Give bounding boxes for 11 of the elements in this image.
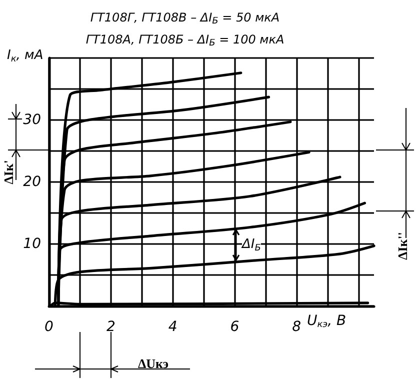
x-tick-label: 4 [168, 319, 178, 335]
text: ΔUкэ [138, 356, 169, 371]
y-tick-label: 10 [23, 236, 42, 252]
text: ΔIк' [1, 160, 16, 184]
x-tick-label: 8 [292, 319, 302, 335]
x-tick-label: 2 [106, 319, 116, 335]
y-tick-label: 30 [23, 112, 42, 128]
y-tick-label: 20 [23, 174, 42, 190]
x-tick-label: 0 [44, 319, 54, 335]
text: ΔIк'' [395, 232, 410, 260]
x-tick-label: 6 [230, 319, 240, 335]
